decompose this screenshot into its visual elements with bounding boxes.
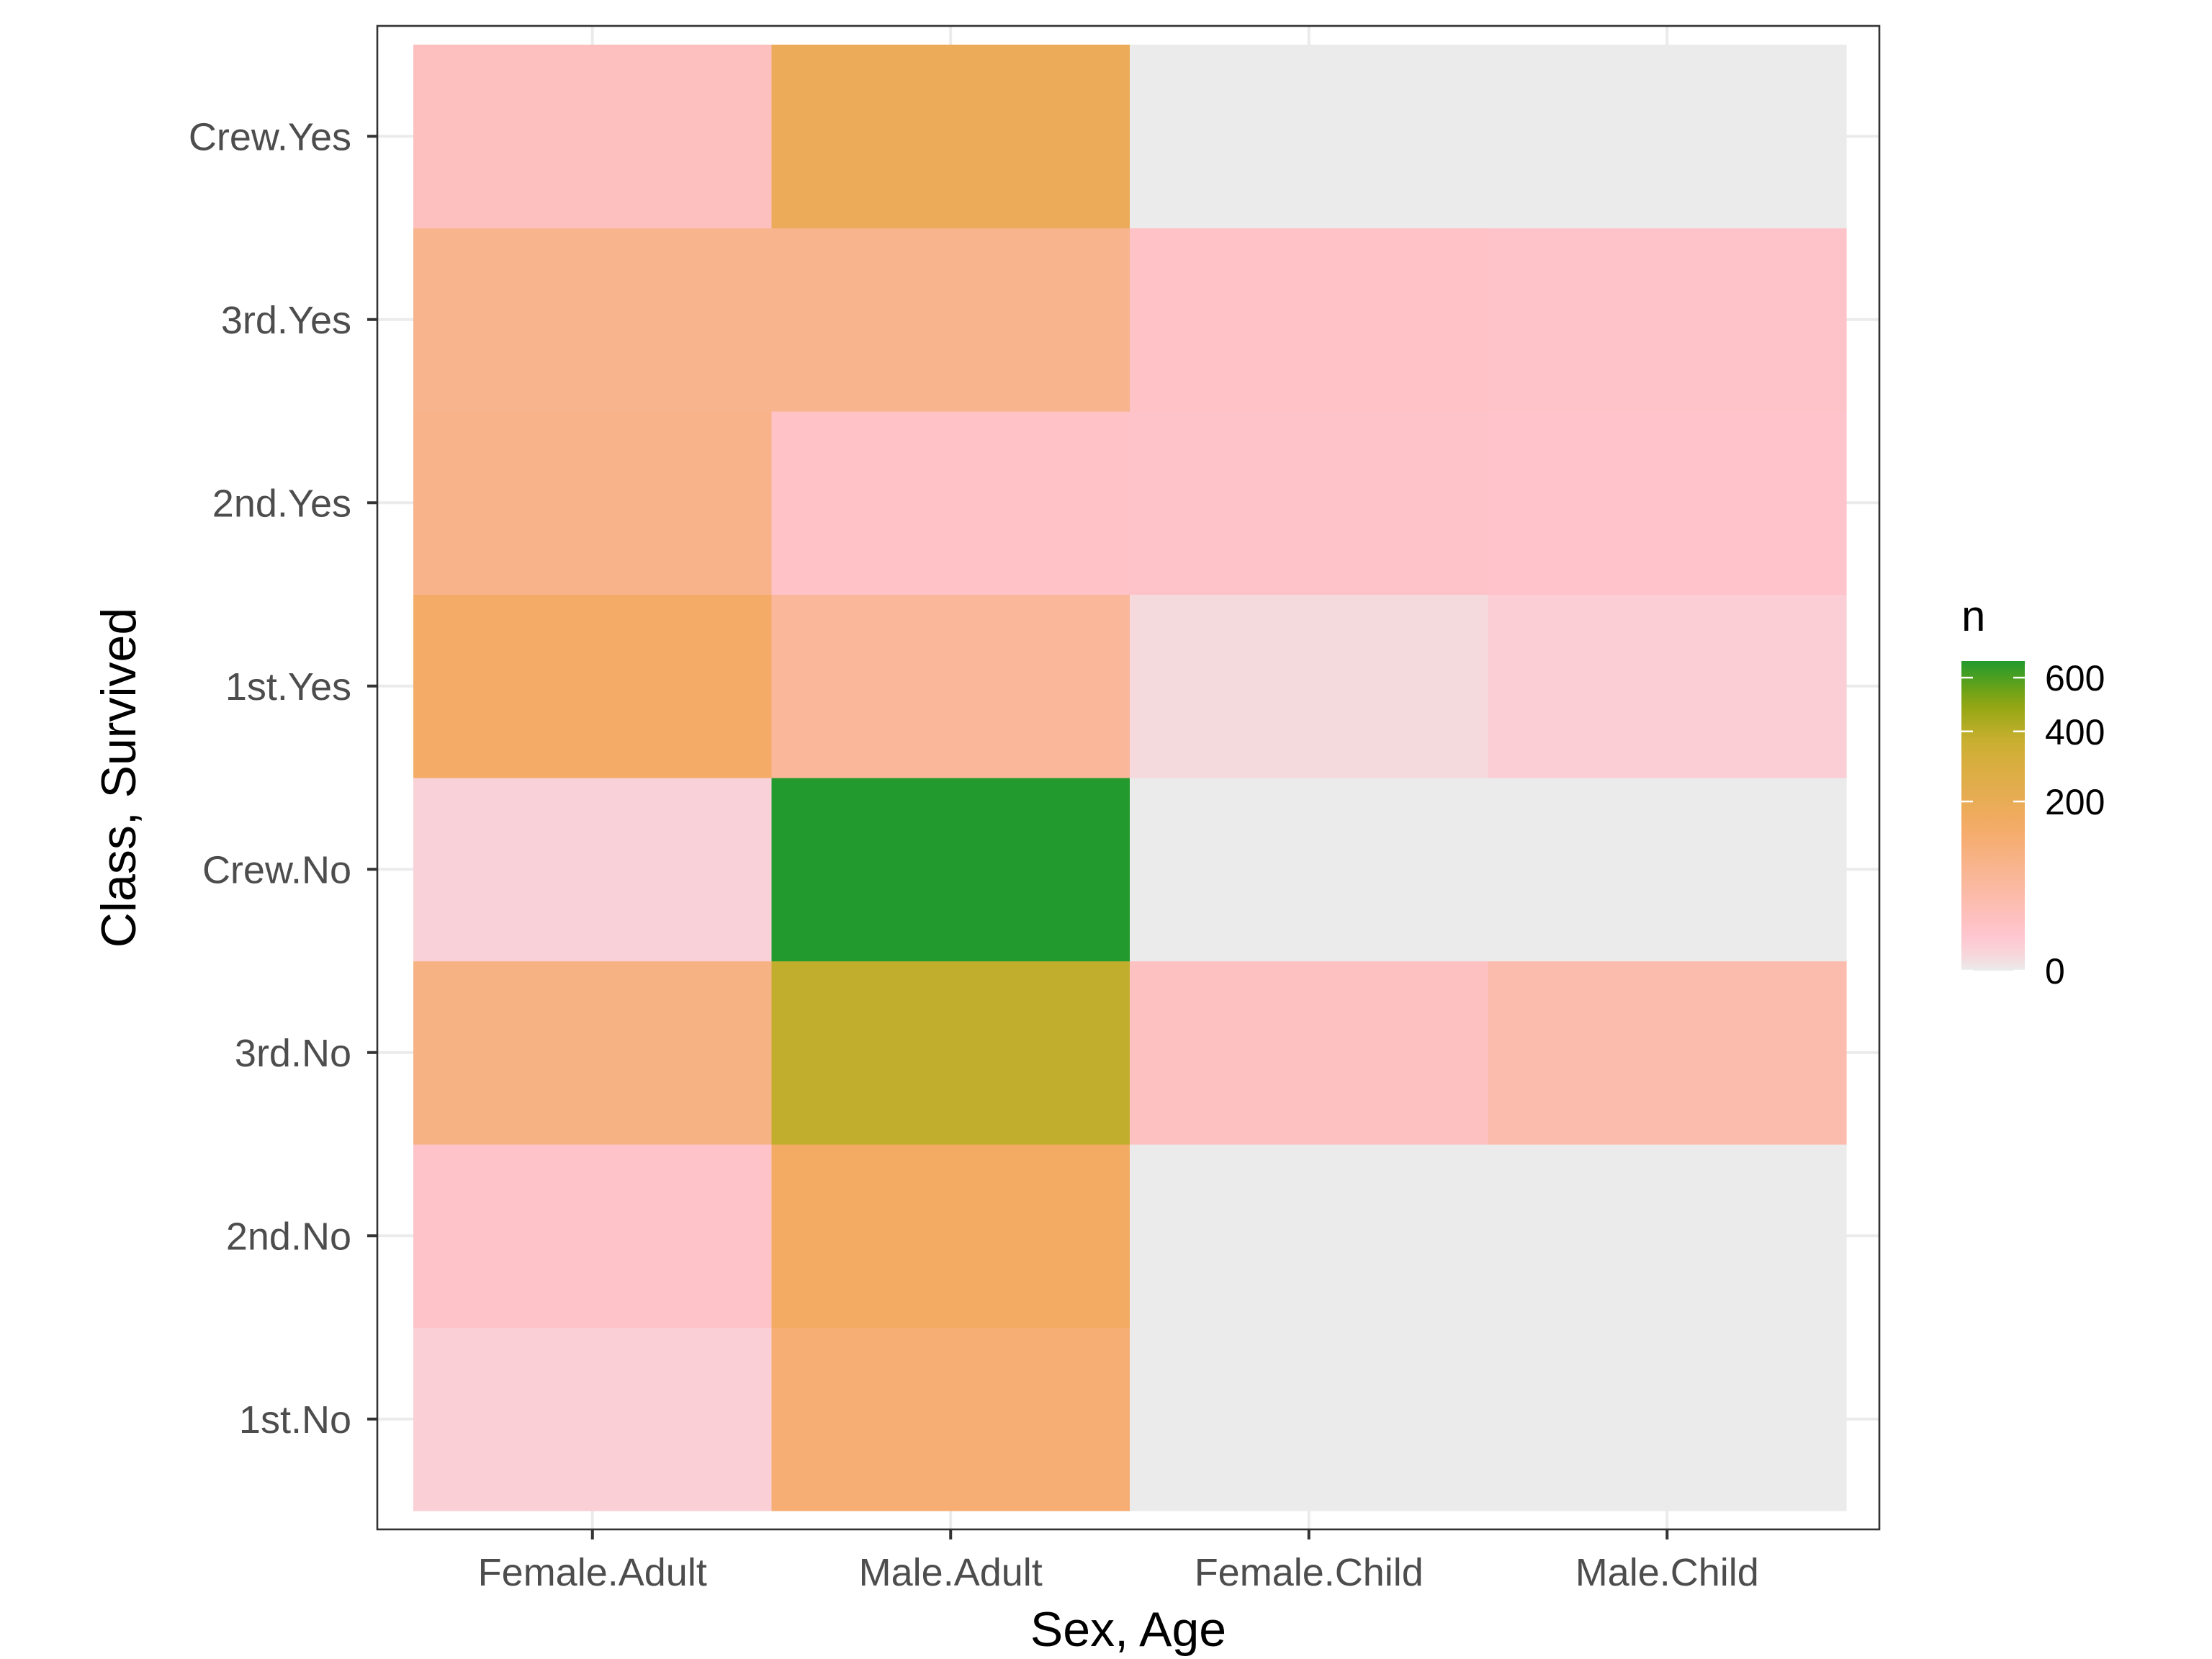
x-axis-title: Sex, Age [1030, 1602, 1226, 1657]
y-tick-label: 2nd.No [226, 1215, 351, 1258]
legend-colorbar [1961, 661, 2025, 971]
y-tick-label: 3rd.No [235, 1032, 351, 1075]
heatmap-cell [772, 778, 1130, 961]
heatmap-cell [1130, 411, 1488, 595]
legend-tick-label: 200 [2045, 782, 2105, 822]
heatmap-cell [1488, 1328, 1847, 1511]
heatmap-cell [772, 1144, 1130, 1328]
legend-tick-label: 0 [2045, 951, 2065, 992]
heatmap-cell [413, 45, 772, 228]
y-axis-title: Class, Survived [91, 608, 146, 948]
heatmap-cells [413, 45, 1847, 1511]
heatmap-cell [413, 595, 772, 778]
heatmap-cell [1488, 228, 1847, 412]
heatmap-cell [1488, 45, 1847, 228]
heatmap-cell [1488, 411, 1847, 595]
heatmap-cell [772, 411, 1130, 595]
heatmap-cell [772, 961, 1130, 1145]
heatmap-cell [772, 595, 1130, 778]
heatmap-cell [413, 228, 772, 412]
heatmap-cell [1130, 778, 1488, 961]
heatmap-cell [1488, 961, 1847, 1145]
heatmap-cell [413, 961, 772, 1145]
legend-title: n [1961, 592, 1985, 640]
y-tick-label: 2nd.Yes [212, 482, 351, 525]
heatmap-cell [1488, 778, 1847, 961]
heatmap-cell [772, 45, 1130, 228]
heatmap-cell [1130, 45, 1488, 228]
heatmap-cell [413, 1328, 772, 1511]
y-tick-label: 1st.Yes [225, 665, 351, 709]
heatmap-cell [1488, 595, 1847, 778]
heatmap-cell [413, 411, 772, 595]
legend-tick-label: 400 [2045, 712, 2105, 752]
x-tick-label: Female.Child [1195, 1551, 1424, 1594]
heatmap-cell [1130, 1328, 1488, 1511]
y-tick-label: Crew.Yes [189, 115, 351, 158]
heatmap-cell [1130, 961, 1488, 1145]
heatmap-cell [1130, 228, 1488, 412]
heatmap-cell [772, 228, 1130, 412]
x-tick-label: Female.Adult [478, 1551, 707, 1594]
y-tick-label: 1st.No [239, 1398, 351, 1442]
x-tick-label: Male.Child [1575, 1551, 1759, 1594]
heatmap-cell [413, 1144, 772, 1328]
y-tick-label: Crew.No [202, 848, 351, 891]
legend-tick-label: 600 [2045, 658, 2105, 698]
x-tick-label: Male.Adult [859, 1551, 1043, 1594]
heatmap-cell [1130, 1144, 1488, 1328]
heatmap-cell [413, 778, 772, 961]
heatmap-cell [1488, 1144, 1847, 1328]
y-tick-label: 3rd.Yes [221, 299, 351, 342]
heatmap-cell [1130, 595, 1488, 778]
heatmap-cell [772, 1328, 1130, 1511]
